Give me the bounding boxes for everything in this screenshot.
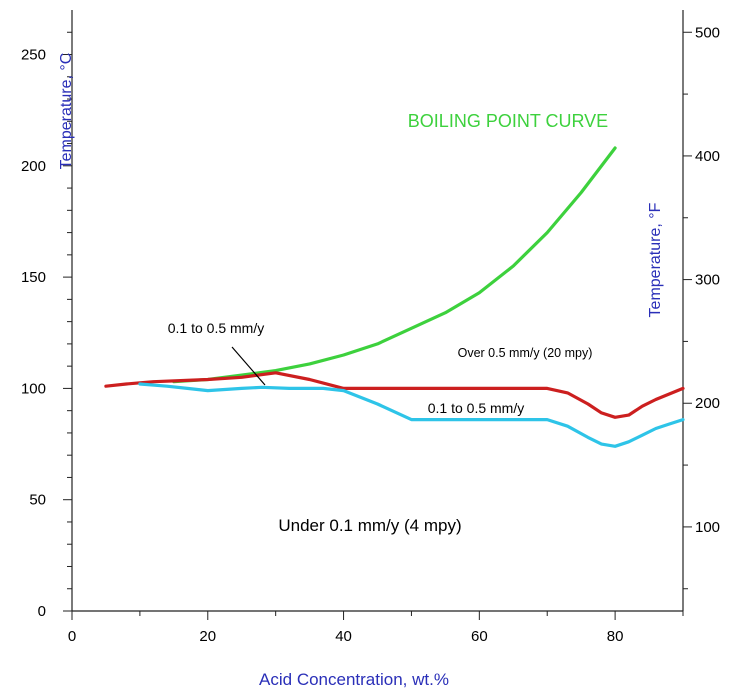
y-tick-label-right: 100 [695, 519, 720, 536]
x-tick-label: 40 [335, 628, 352, 645]
x-tick-label: 60 [471, 628, 488, 645]
axes-group: 0 20 40 60 80 0 50 100 150 200 250 100 200 300 400 500 [21, 10, 720, 645]
y-tick-label-right: 500 [695, 24, 720, 41]
series-line-boiling [172, 146, 617, 384]
annotation-mid-right: 0.1 to 0.5 mm/y [428, 400, 524, 416]
annotation-under: Under 0.1 mm/y (4 mpy) [278, 516, 461, 535]
y-axis-left-label: Temperature, °C [58, 53, 75, 170]
annotation-leader-line [231, 346, 266, 386]
y-tick-label-left: 50 [29, 492, 46, 509]
x-tick-label: 80 [607, 628, 624, 645]
x-tick-label: 20 [199, 628, 216, 645]
series-line-blue [138, 382, 685, 448]
x-tick-label: 0 [68, 628, 76, 645]
boiling-point-label: BOILING POINT CURVE [408, 111, 608, 131]
annotation-over: Over 0.5 mm/y (20 mpy) [458, 346, 593, 360]
series-layer [104, 146, 685, 448]
y-tick-label-left: 250 [21, 47, 46, 64]
series-line-red [104, 371, 685, 419]
x-axis-label: Acid Concentration, wt.% [259, 670, 449, 689]
annotation-mid-left: 0.1 to 0.5 mm/y [168, 320, 264, 336]
y-tick-label-right: 400 [695, 148, 720, 165]
y-tick-label-right: 300 [695, 272, 720, 289]
y-tick-label-left: 100 [21, 380, 46, 397]
y-tick-label-right: 200 [695, 395, 720, 412]
y-axis-right-label: Temperature, °F [647, 202, 664, 317]
y-tick-label-left: 150 [21, 269, 46, 286]
y-tick-label-left: 200 [21, 158, 46, 175]
y-tick-label-left: 0 [38, 603, 46, 620]
